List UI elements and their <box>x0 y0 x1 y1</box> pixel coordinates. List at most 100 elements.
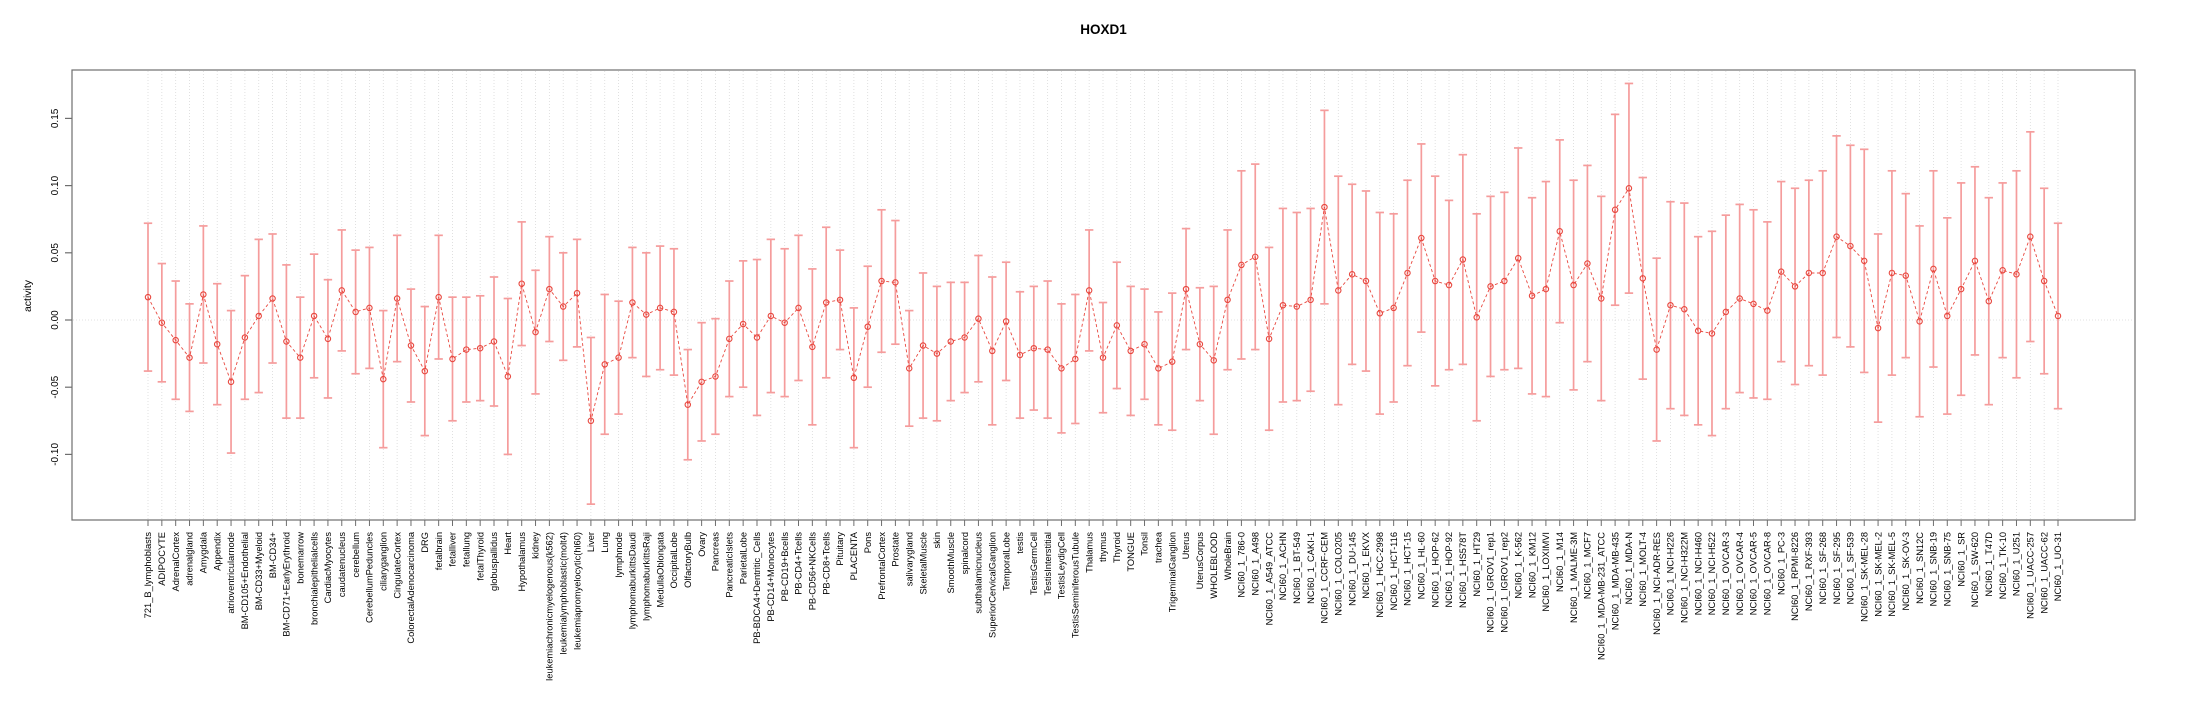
chart-title: HOXD1 <box>1080 22 1127 37</box>
data-point <box>1639 275 1647 282</box>
x-tick-label: TestisGermCell <box>1029 532 1039 595</box>
data-point <box>781 319 788 326</box>
data-point <box>1888 269 1896 277</box>
data-point <box>1030 344 1038 352</box>
data-point <box>864 323 871 330</box>
x-tick-label: NCI60_1_SK-OV-3 <box>1901 532 1911 611</box>
x-tick-label: Tonsil <box>1140 532 1150 556</box>
x-tick-label: leukemiapromyelocytic(hl60) <box>572 532 582 650</box>
data-point <box>296 354 304 361</box>
x-tick-label: BM-CD71+EarlyErythroid <box>282 532 292 637</box>
x-tick-label: MedullaOblongata <box>655 531 665 607</box>
data-point <box>615 354 622 361</box>
x-tick-label: fetalThyroid <box>475 532 485 581</box>
data-point <box>1819 269 1826 277</box>
data-point <box>587 417 595 425</box>
x-tick-label: Thyroid <box>1112 532 1122 563</box>
x-tick-label: SmoothMuscle <box>946 532 956 594</box>
x-tick-label: Uterus <box>1181 532 1191 560</box>
data-point <box>338 287 346 294</box>
data-point <box>1099 354 1107 361</box>
x-tick-label: Prostate <box>891 532 901 567</box>
x-tick-label: AdrenalCortex <box>171 532 181 592</box>
x-tick-label: NCI60_1_IGROV1_rep2 <box>1500 532 1510 633</box>
data-point <box>1514 254 1522 262</box>
data-point <box>352 308 359 316</box>
x-tick-label: NCI60_1_NCI-H322M <box>1680 532 1690 623</box>
x-tick-label: BM-CD33+Myeloid <box>254 532 264 610</box>
x-tick-label: NCI60_1_IGROV1_rep1 <box>1486 532 1496 633</box>
data-point <box>158 319 166 326</box>
data-point <box>656 304 664 312</box>
data-point <box>795 304 802 312</box>
data-point <box>283 338 290 345</box>
data-point <box>1957 285 1965 293</box>
x-tick-label: PB-CD56+NKCells <box>808 532 818 611</box>
x-tick-label: Pancreas <box>711 532 721 572</box>
y-tick-label: -0.10 <box>50 443 61 466</box>
data-point <box>200 291 207 298</box>
data-point <box>919 342 927 349</box>
x-tick-label: PancreaticIslets <box>725 532 735 598</box>
data-point <box>366 304 373 312</box>
data-point <box>905 365 913 372</box>
x-tick-label: NCI60_1_A549_ATCC <box>1264 532 1274 626</box>
data-point <box>1694 327 1702 335</box>
data-point <box>1404 269 1411 277</box>
x-tick-label: CerebellumPeduncles <box>365 532 375 623</box>
data-point <box>850 374 858 382</box>
data-point <box>1085 287 1093 294</box>
data-point <box>1335 287 1342 294</box>
x-tick-label: testis <box>1015 532 1025 554</box>
data-point <box>836 296 844 304</box>
x-tick-label: leukemiachronicmyelogenous(k562) <box>545 532 555 681</box>
data-point <box>892 279 899 286</box>
x-tick-label: SuperiorCervicalGanglion <box>987 532 997 638</box>
data-point <box>213 340 221 348</box>
data-point <box>1072 355 1079 363</box>
data-point <box>1182 285 1190 293</box>
data-point <box>1625 185 1633 192</box>
x-tick-label: NCI60_1_PC-3 <box>1776 532 1786 595</box>
x-tick-label: TestisSeminiferousTubule <box>1071 532 1081 638</box>
data-point <box>1916 318 1923 325</box>
x-tick-label: TrigeminalGanglion <box>1167 532 1177 612</box>
data-point <box>822 299 830 306</box>
data-point <box>421 367 429 375</box>
x-tick-label: CardiacMyocytes <box>323 532 333 604</box>
x-tick-label: WHOLEBLOOD <box>1209 532 1219 599</box>
data-point <box>1667 301 1674 309</box>
data-point <box>1113 322 1121 329</box>
x-tick-label: NCI60_1_COLO205 <box>1333 532 1343 616</box>
data-point <box>726 335 733 343</box>
x-tick-label: NCI60_1_NCI-H460 <box>1693 532 1703 615</box>
data-point <box>1860 257 1868 265</box>
data-point <box>961 334 968 341</box>
x-tick-label: ciliaryganglion <box>378 532 388 591</box>
x-tick-label: Thalamus <box>1084 532 1094 573</box>
x-tick-label: NCI60_1_ACHN <box>1278 532 1288 600</box>
data-point <box>1584 260 1591 267</box>
data-point <box>1044 346 1051 353</box>
x-tick-label: Pituitary <box>835 532 845 566</box>
data-point <box>1459 256 1467 263</box>
data-point <box>1168 358 1176 365</box>
x-tick-label: trachea <box>1154 531 1164 563</box>
data-point <box>767 312 775 320</box>
x-tick-label: BM-CD34+ <box>268 532 278 578</box>
x-tick-label: NCI60_1_A498 <box>1250 532 1260 596</box>
x-tick-label: kidney <box>531 532 541 559</box>
x-tick-label: PrefrontalCortex <box>877 532 887 600</box>
data-point <box>380 375 387 383</box>
x-tick-label: NCI60_1_MOLT-4 <box>1638 532 1648 607</box>
data-point <box>310 312 318 320</box>
data-point <box>1141 340 1148 348</box>
data-point <box>518 280 525 287</box>
data-point <box>532 328 539 336</box>
x-tick-label: NCI60_1_RPMI-8226 <box>1790 532 1800 621</box>
x-tick-label: atrioventricularnode <box>226 532 236 614</box>
data-point <box>1002 318 1010 325</box>
data-point <box>1127 347 1134 355</box>
x-tick-label: NCI60_1_MDA-N <box>1624 532 1634 604</box>
data-point <box>1847 242 1854 250</box>
